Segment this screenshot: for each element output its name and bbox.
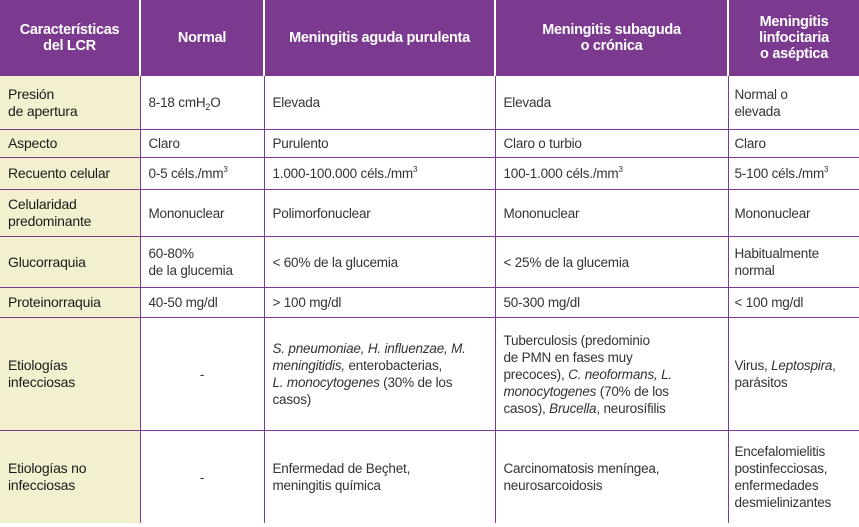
cell-recuento-subaguda: 100-1.000 céls./mm3 xyxy=(495,157,729,190)
header-caracteristicas: Características del LCR xyxy=(0,0,141,76)
cell-glucorraquia-normal: 60-80% de la glucemia xyxy=(140,236,265,288)
cell-aspecto-linfocitaria: Claro xyxy=(728,129,859,158)
row-label-presion: Presión de apertura xyxy=(0,76,141,130)
table-row-proteinorraquia: Proteinorraquia 40-50 mg/dl > 100 mg/dl … xyxy=(0,287,859,318)
row-label-celularidad: Celularidad predominante xyxy=(0,189,141,237)
header-aguda: Meningitis aguda purulenta xyxy=(264,0,496,76)
header-subaguda: Meningitis subaguda o crónica xyxy=(495,0,729,76)
cell-etiologias-inf-linfocitaria: Virus, Leptospira, parásitos xyxy=(728,317,859,431)
row-label-aspecto: Aspecto xyxy=(0,129,141,158)
cell-recuento-normal: 0-5 céls./mm3 xyxy=(140,157,265,190)
table-row-celularidad: Celularidad predominante Mononuclear Poli… xyxy=(0,189,859,237)
table-row-etiologias-infecciosas: Etiologías infecciosas - S. pneumoniae, H… xyxy=(0,317,859,431)
cell-etiologias-noinf-normal: - xyxy=(140,430,265,523)
cell-proteinorraquia-subaguda: 50-300 mg/dl xyxy=(495,287,729,318)
cell-etiologias-inf-subaguda: Tuberculosis (predominio de PMN en fases … xyxy=(495,317,729,431)
cell-aspecto-normal: Claro xyxy=(140,129,265,158)
table-row-recuento: Recuento celular 0-5 céls./mm3 1.000-100… xyxy=(0,157,859,190)
cell-presion-subaguda: Elevada xyxy=(495,76,729,130)
cell-etiologias-noinf-aguda: Enfermedad de Beçhet, meningitis química xyxy=(264,430,496,523)
header-normal: Normal xyxy=(140,0,265,76)
cell-presion-linfocitaria: Normal o elevada xyxy=(728,76,859,130)
cell-recuento-aguda: 1.000-100.000 céls./mm3 xyxy=(264,157,496,190)
cell-etiologias-inf-aguda: S. pneumoniae, H. influenzae, M. meningit… xyxy=(264,317,496,431)
cell-proteinorraquia-linfocitaria: < 100 mg/dl xyxy=(728,287,859,318)
header-linfocitaria: Meningitis linfocitaria o aséptica xyxy=(728,0,859,76)
table-row-presion: Presión de apertura 8-18 cmH2O Elevada El… xyxy=(0,76,859,130)
cell-aspecto-subaguda: Claro o turbio xyxy=(495,129,729,158)
row-label-etiologias-no-infecciosas: Etiologías no infecciosas xyxy=(0,430,141,523)
table-row-glucorraquia: Glucorraquia 60-80% de la glucemia < 60% … xyxy=(0,236,859,288)
cell-glucorraquia-subaguda: < 25% de la glucemia xyxy=(495,236,729,288)
table-row-aspecto: Aspecto Claro Purulento Claro o turbio C… xyxy=(0,129,859,158)
cell-celularidad-aguda: Polimorfonuclear xyxy=(264,189,496,237)
cell-recuento-linfocitaria: 5-100 céls./mm3 xyxy=(728,157,859,190)
cell-etiologias-noinf-subaguda: Carcinomatosis meníngea, neurosarcoidosis xyxy=(495,430,729,523)
row-label-etiologias-infecciosas: Etiologías infecciosas xyxy=(0,317,141,431)
cell-presion-normal: 8-18 cmH2O xyxy=(140,76,265,130)
cell-celularidad-subaguda: Mononuclear xyxy=(495,189,729,237)
cell-presion-aguda: Elevada xyxy=(264,76,496,130)
row-label-glucorraquia: Glucorraquia xyxy=(0,236,141,288)
cell-etiologias-inf-normal: - xyxy=(140,317,265,431)
row-label-proteinorraquia: Proteinorraquia xyxy=(0,287,141,318)
table-row-etiologias-no-infecciosas: Etiologías no infecciosas - Enfermedad de… xyxy=(0,430,859,523)
cell-proteinorraquia-aguda: > 100 mg/dl xyxy=(264,287,496,318)
cell-aspecto-aguda: Purulento xyxy=(264,129,496,158)
row-label-recuento: Recuento celular xyxy=(0,157,141,190)
cell-proteinorraquia-normal: 40-50 mg/dl xyxy=(140,287,265,318)
cell-celularidad-linfocitaria: Mononuclear xyxy=(728,189,859,237)
cell-glucorraquia-linfocitaria: Habitualmente normal xyxy=(728,236,859,288)
cell-etiologias-noinf-linfocitaria: Encefalomielitis postinfecciosas, enfermed… xyxy=(734,444,832,510)
cell-glucorraquia-aguda: < 60% de la glucemia xyxy=(264,236,496,288)
header-row: Características del LCR Normal Meningitis… xyxy=(0,0,859,76)
cell-celularidad-normal: Mononuclear xyxy=(140,189,265,237)
